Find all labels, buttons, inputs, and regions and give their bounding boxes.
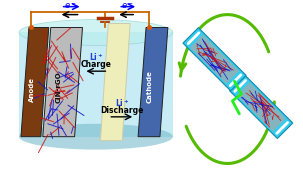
FancyBboxPatch shape: [19, 33, 173, 137]
Ellipse shape: [19, 124, 173, 149]
Text: $\mathbf{Li^+}$: $\mathbf{Li^+}$: [89, 52, 104, 63]
Polygon shape: [230, 75, 293, 139]
Text: Discharge: Discharge: [101, 106, 144, 115]
Polygon shape: [183, 28, 246, 91]
Polygon shape: [100, 23, 130, 141]
Text: Anode: Anode: [29, 77, 35, 101]
Ellipse shape: [19, 19, 173, 45]
Polygon shape: [138, 27, 168, 137]
Polygon shape: [190, 35, 239, 84]
Text: $\mathbf{Li^+}$: $\mathbf{Li^+}$: [115, 97, 129, 109]
Polygon shape: [237, 82, 286, 132]
Polygon shape: [43, 27, 82, 137]
Text: $e^-$: $e^-$: [64, 2, 77, 11]
Text: Cathode: Cathode: [147, 71, 153, 104]
Polygon shape: [21, 27, 49, 137]
Text: Charge: Charge: [81, 60, 112, 69]
Text: $e^-$: $e^-$: [121, 2, 134, 11]
Text: CIN-rGO: CIN-rGO: [56, 71, 62, 103]
